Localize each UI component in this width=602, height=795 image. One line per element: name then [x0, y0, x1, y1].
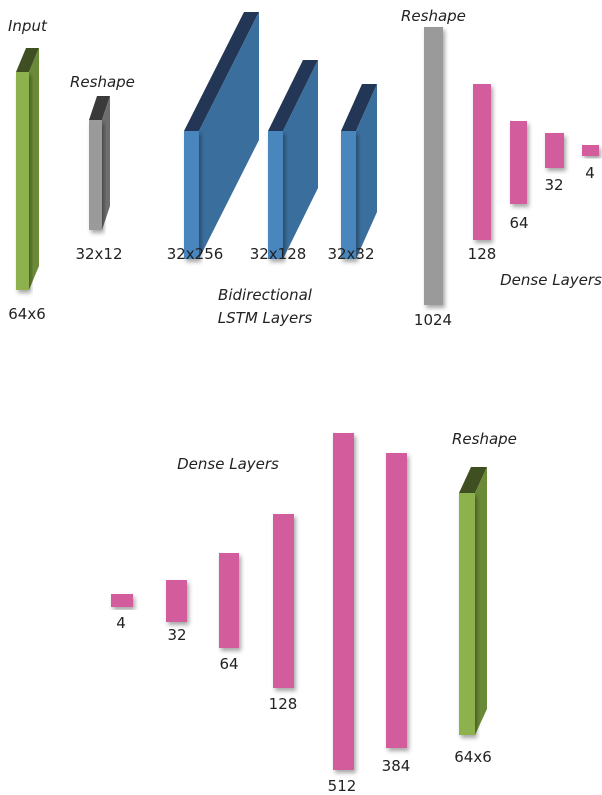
dec-output-layer-block [459, 467, 487, 735]
input-layer-rect [16, 72, 29, 290]
dec-dense-128-rect [273, 514, 294, 688]
dec-dense-4-label: 4 [116, 614, 126, 632]
lstm-layer-128-rect [268, 131, 283, 259]
dec-output-layer-label: 64x6 [454, 748, 492, 766]
reshape2-caption: Reshape [401, 7, 466, 25]
dec-dense-64-rect [219, 553, 239, 648]
lstm-layer-128-label: 32x128 [250, 245, 307, 263]
dense-layer-128-rect [473, 84, 491, 240]
input-layer-block [16, 48, 39, 290]
input-caption: Input [8, 17, 48, 35]
dec-output-layer-rect [459, 493, 475, 735]
dec-dense-4-rect [111, 594, 133, 607]
dense-layer-4-rect [582, 145, 599, 156]
dense-caption-encoder: Dense Layers [500, 271, 602, 289]
lstm-layer-32-label: 32x32 [327, 245, 374, 263]
lstm-caption-line2: LSTM Layers [218, 309, 313, 327]
dec-dense-384-rect [386, 453, 407, 748]
dense-layer-32-rect [545, 133, 564, 168]
dec-dense-512-label: 512 [328, 777, 357, 795]
dense-layer-64-rect [510, 121, 527, 204]
reshape-caption: Reshape [70, 73, 135, 91]
encoder-section: Input Reshape Bidirectional LSTM Layers … [8, 7, 602, 329]
lstm-layer-32-rect [341, 131, 356, 259]
lstm-caption-line1: Bidirectional [218, 286, 313, 304]
dec-dense-64-label: 64 [219, 655, 238, 673]
dec-dense-32-rect [166, 580, 187, 622]
dense-layer-32-label: 32 [544, 176, 563, 194]
lstm-layer-128-block [268, 60, 318, 259]
lstm-layer-256-rect [184, 131, 199, 259]
reshape-layer-block [89, 96, 110, 230]
lstm-layer-32-block [341, 84, 377, 259]
reshape-layer-label: 32x12 [75, 245, 122, 263]
dec-dense-512-rect [333, 433, 354, 770]
reshape-caption-decoder: Reshape [452, 430, 517, 448]
lstm-layer-256-label: 32x256 [167, 245, 224, 263]
dense-layer-128-label: 128 [468, 245, 497, 263]
reshape-layer-rect [89, 120, 102, 230]
dense-layer-4-label: 4 [585, 164, 595, 182]
dense-caption-decoder: Dense Layers [177, 455, 279, 473]
dense-layer-64-label: 64 [509, 214, 528, 232]
decoder-section: Dense Layers Reshape 4 32 64 128 512 384… [111, 430, 517, 795]
dec-dense-32-label: 32 [167, 626, 186, 644]
flatten-layer-label: 1024 [414, 311, 452, 329]
dec-dense-128-label: 128 [269, 695, 298, 713]
dec-dense-384-label: 384 [382, 757, 411, 775]
lstm-layer-256-block [184, 12, 259, 259]
flatten-layer-rect [424, 27, 443, 305]
input-layer-label: 64x6 [8, 305, 46, 323]
